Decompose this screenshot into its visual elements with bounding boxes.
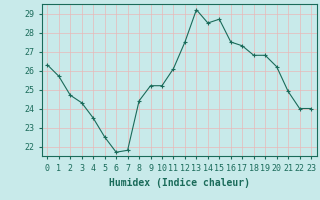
X-axis label: Humidex (Indice chaleur): Humidex (Indice chaleur): [109, 178, 250, 188]
